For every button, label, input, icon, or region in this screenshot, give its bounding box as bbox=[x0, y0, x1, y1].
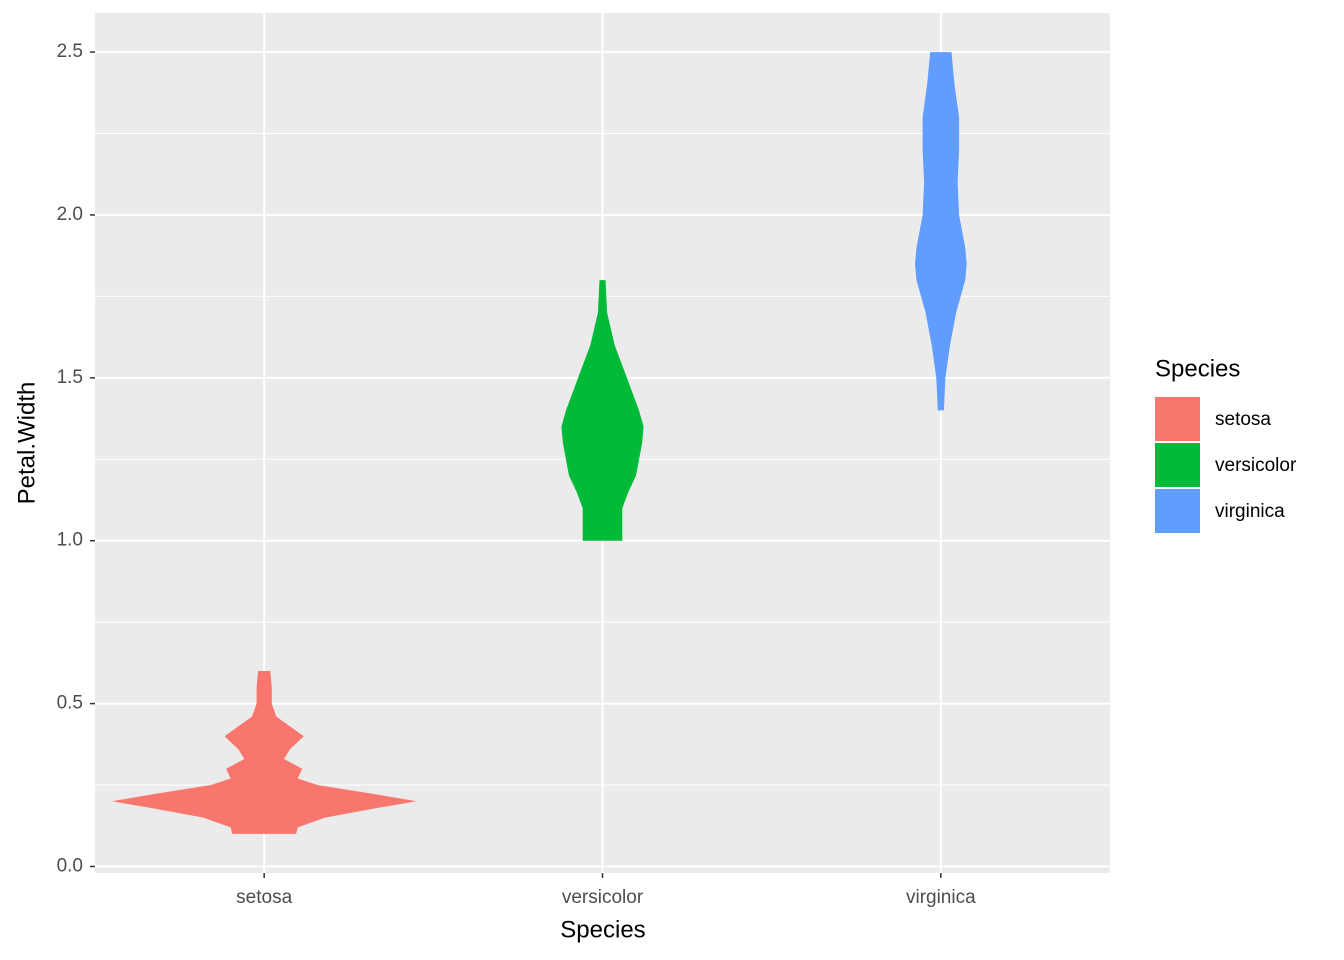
violins bbox=[111, 52, 967, 834]
y-tick-label: 1.0 bbox=[57, 530, 83, 551]
y-tick-label: 0.0 bbox=[57, 856, 83, 877]
y-tick-label: 1.5 bbox=[57, 367, 83, 388]
y-axis-title: Petal.Width bbox=[13, 382, 40, 505]
legend-title: Species bbox=[1155, 355, 1240, 382]
x-tick-label: versicolor bbox=[562, 887, 644, 908]
x-tick-label: setosa bbox=[236, 887, 292, 908]
violin bbox=[915, 52, 967, 411]
legend-label: versicolor bbox=[1215, 455, 1297, 476]
legend-label: setosa bbox=[1215, 409, 1271, 430]
y-tick-label: 2.5 bbox=[57, 41, 83, 62]
legend-key bbox=[1155, 489, 1200, 533]
violin bbox=[111, 671, 417, 834]
legend-label: virginica bbox=[1215, 501, 1285, 522]
y-tick-label: 0.5 bbox=[57, 693, 83, 714]
y-tick-label: 2.0 bbox=[57, 204, 83, 225]
x-axis-title: Species bbox=[560, 916, 645, 943]
legend-key bbox=[1155, 443, 1200, 487]
violin bbox=[561, 280, 644, 541]
x-tick-label: virginica bbox=[906, 887, 976, 908]
legend-key bbox=[1155, 397, 1200, 441]
